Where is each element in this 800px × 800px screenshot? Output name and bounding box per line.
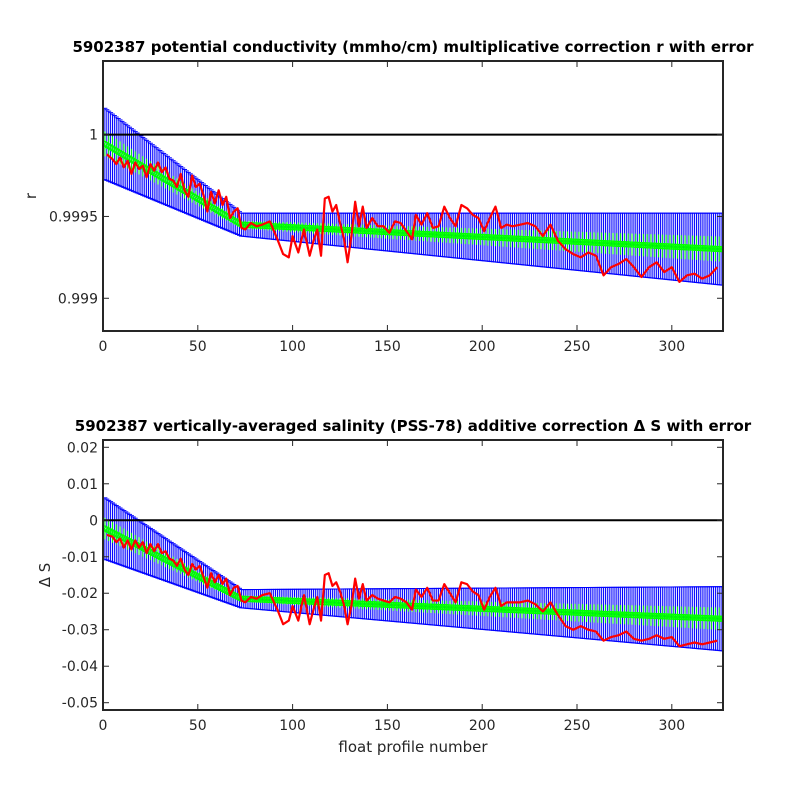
x-tick-label: 250 — [564, 339, 591, 355]
chart-panel-2: 0 50 100 150 200 250 300 -0.05 -0.04 -0.03 -0.02 -0… — [36, 417, 752, 756]
y-tick-label: 0.9995 — [49, 209, 98, 225]
x-tick-label: 100 — [279, 718, 306, 734]
chart-title: 5902387 vertically-averaged salinity (PS… — [75, 417, 752, 435]
x-tick-label: 300 — [658, 339, 685, 355]
plot-area — [103, 107, 723, 286]
y-tick-label: -0.03 — [62, 623, 98, 639]
x-tick-label: 150 — [374, 339, 401, 355]
y-tick-label: 0.02 — [67, 440, 98, 456]
x-tick-label: 200 — [469, 339, 496, 355]
plot-area — [103, 497, 723, 652]
chart-panel-1: 0 50 100 150 200 250 300 0.999 0.9995 1 5902387 po… — [22, 38, 754, 355]
axes-frame — [102, 439, 724, 711]
x-tick-label: 50 — [189, 339, 207, 355]
data-series-line — [106, 153, 719, 284]
y-tick-label: -0.05 — [62, 696, 98, 712]
y-tick-label: 1 — [89, 128, 98, 144]
y-tick-label: -0.04 — [62, 659, 98, 675]
x-tick-label: 100 — [279, 339, 306, 355]
data-series-line — [106, 533, 718, 648]
y-tick-label: 0.01 — [67, 477, 98, 493]
y-tick-label: -0.02 — [62, 586, 98, 602]
x-tick-label: 0 — [99, 339, 108, 355]
fit-point — [719, 615, 723, 622]
y-tick-label: -0.01 — [62, 550, 98, 566]
fit-markers — [103, 140, 723, 253]
y-tick-label: 0 — [89, 513, 98, 529]
y-axis-label: Δ S — [36, 563, 54, 588]
x-tick-label: 250 — [564, 718, 591, 734]
fit-point — [719, 245, 723, 253]
chart-title: 5902387 potential conductivity (mmho/cm)… — [72, 38, 754, 56]
x-tick-label: 150 — [374, 718, 401, 734]
x-tick-label: 300 — [658, 718, 685, 734]
x-tick-label: 0 — [99, 718, 108, 734]
y-tick-label: 0.999 — [58, 291, 98, 307]
x-tick-label: 200 — [469, 718, 496, 734]
x-tick-label: 50 — [189, 718, 207, 734]
y-axis-label: r — [22, 192, 40, 199]
axes-frame — [102, 60, 724, 332]
x-axis-label: float profile number — [338, 738, 488, 756]
